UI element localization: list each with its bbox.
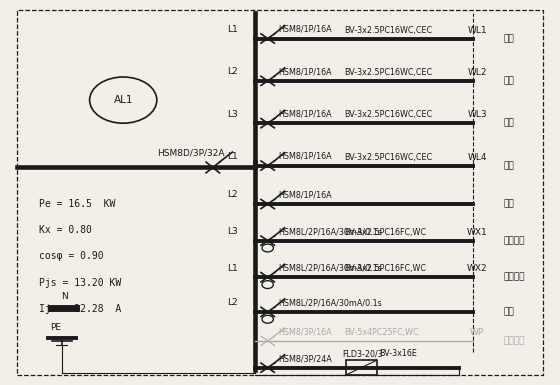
Text: WX2: WX2 bbox=[467, 264, 487, 273]
Text: BV-3x16E: BV-3x16E bbox=[380, 349, 418, 358]
Text: WX1: WX1 bbox=[466, 228, 488, 237]
Text: BV-3x2.5PC16FC,WC: BV-3x2.5PC16FC,WC bbox=[344, 228, 426, 237]
Text: BV-5x4PC25FC,WC: BV-5x4PC25FC,WC bbox=[344, 328, 419, 337]
Text: WL1: WL1 bbox=[467, 26, 487, 35]
Text: HSM8L/2P/16A/30mA/0.1s: HSM8L/2P/16A/30mA/0.1s bbox=[278, 298, 381, 307]
Text: Kx = 0.80: Kx = 0.80 bbox=[39, 225, 92, 235]
Text: HSM8D/3P/32A: HSM8D/3P/32A bbox=[157, 149, 225, 158]
Text: PE: PE bbox=[50, 323, 62, 332]
Text: Pe = 16.5  KW: Pe = 16.5 KW bbox=[39, 199, 115, 209]
Text: Ijs = 22.28  A: Ijs = 22.28 A bbox=[39, 304, 122, 314]
Text: HSM8/3P/24A: HSM8/3P/24A bbox=[278, 354, 332, 363]
Text: L1: L1 bbox=[227, 25, 238, 34]
Text: BV-3x2.5PC16WC,CEC: BV-3x2.5PC16WC,CEC bbox=[344, 68, 432, 77]
Text: L1: L1 bbox=[227, 264, 238, 273]
Text: 预留: 预留 bbox=[504, 199, 515, 209]
Text: 安防插座: 安防插座 bbox=[504, 236, 525, 245]
Text: HSM8L/2P/16A/30mA/0.1s: HSM8L/2P/16A/30mA/0.1s bbox=[278, 264, 381, 273]
Text: AL1: AL1 bbox=[114, 95, 133, 105]
Text: BV-3x2.5PC16WC,CEC: BV-3x2.5PC16WC,CEC bbox=[344, 26, 432, 35]
Text: 照明: 照明 bbox=[504, 76, 515, 85]
Text: WL2: WL2 bbox=[468, 68, 487, 77]
Text: WP: WP bbox=[470, 328, 484, 337]
Text: 安防插座: 安防插座 bbox=[504, 273, 525, 282]
Text: HSM8/1P/16A: HSM8/1P/16A bbox=[278, 191, 332, 199]
Text: HSM8/1P/16A: HSM8/1P/16A bbox=[278, 152, 332, 161]
Text: L3: L3 bbox=[227, 110, 238, 119]
Text: HSM8L/2P/16A/30mA/0.1s: HSM8L/2P/16A/30mA/0.1s bbox=[278, 227, 381, 236]
Text: N: N bbox=[61, 293, 68, 301]
Text: L2: L2 bbox=[227, 191, 237, 199]
Text: BV-3x2.5PC16WC,CEC: BV-3x2.5PC16WC,CEC bbox=[344, 153, 432, 162]
Text: L1: L1 bbox=[227, 152, 238, 161]
Text: HSM8/1P/16A: HSM8/1P/16A bbox=[278, 25, 332, 34]
Text: 照明: 照明 bbox=[504, 161, 515, 170]
Text: 照明: 照明 bbox=[504, 119, 515, 128]
Text: L3: L3 bbox=[227, 227, 238, 236]
Text: cosφ = 0.90: cosφ = 0.90 bbox=[39, 251, 104, 261]
Text: BV-3x2.5PC16WC,CEC: BV-3x2.5PC16WC,CEC bbox=[344, 110, 432, 119]
Text: HSM8/1P/16A: HSM8/1P/16A bbox=[278, 67, 332, 76]
Text: HSM8/1P/16A: HSM8/1P/16A bbox=[278, 110, 332, 119]
Text: 照明: 照明 bbox=[504, 34, 515, 43]
Text: FLD3-20/3: FLD3-20/3 bbox=[343, 349, 384, 358]
Text: 预留: 预留 bbox=[504, 307, 515, 316]
Text: HSM8/3P/16A: HSM8/3P/16A bbox=[278, 327, 332, 336]
Text: 应急照明: 应急照明 bbox=[504, 336, 525, 345]
Text: L2: L2 bbox=[227, 67, 237, 76]
Text: WL4: WL4 bbox=[468, 153, 487, 162]
Text: WL3: WL3 bbox=[467, 110, 487, 119]
Text: Pjs = 13.20 KW: Pjs = 13.20 KW bbox=[39, 278, 122, 288]
Text: BV-3x2.5PC16FC,WC: BV-3x2.5PC16FC,WC bbox=[344, 264, 426, 273]
Text: L2: L2 bbox=[227, 298, 237, 307]
